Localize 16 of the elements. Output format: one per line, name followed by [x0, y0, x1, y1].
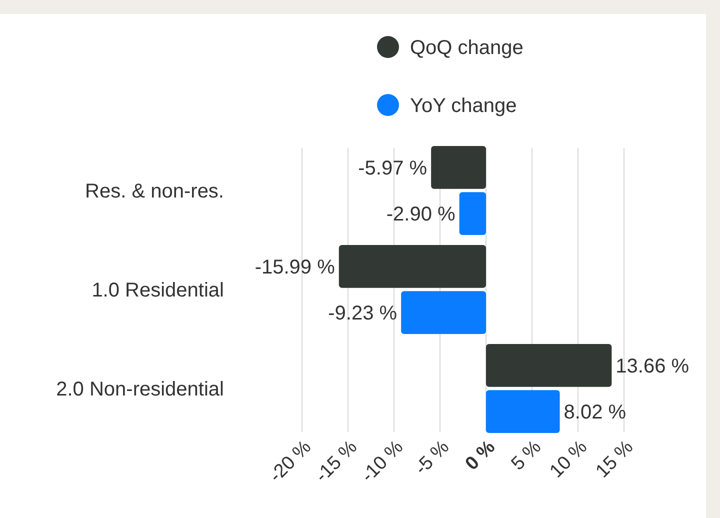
y-tick-label: Res. & non-res. [85, 180, 224, 203]
x-tick-label: 10 % [546, 436, 592, 482]
y-tick-label: 1.0 Residential [92, 280, 224, 302]
x-tick-label: 0 % [462, 436, 500, 475]
x-tick-label: 15 % [592, 436, 638, 482]
data-label: -2.90 % [386, 204, 456, 226]
data-label: -5.97 % [358, 157, 428, 180]
legend-label: YoY change [410, 95, 517, 117]
x-tick-label: -5 % [411, 436, 454, 480]
legend-label: QoQ change [410, 37, 524, 59]
data-label: 8.02 % [564, 402, 626, 424]
data-label: 13.66 % [616, 355, 690, 378]
y-tick-label: 2.0 Non-residential [56, 378, 224, 400]
x-tick-label: 5 % [508, 436, 546, 475]
data-label: -9.23 % [328, 302, 398, 325]
data-label: -15.99 % [254, 256, 336, 278]
